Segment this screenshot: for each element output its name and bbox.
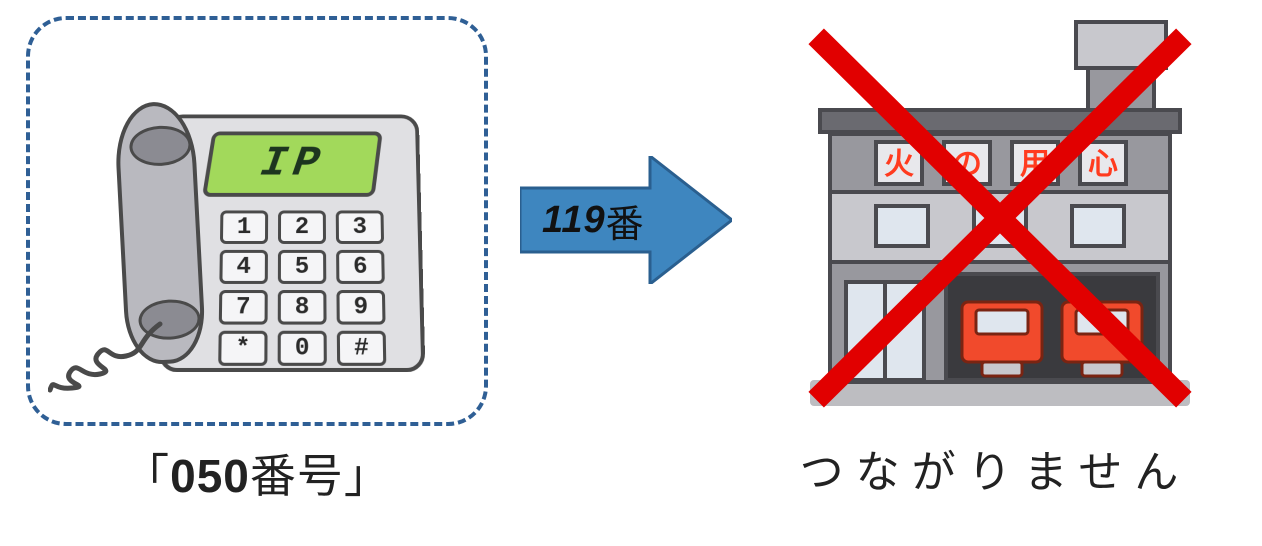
- phone-screen: IP: [202, 132, 383, 197]
- phone-key-5: 6: [336, 250, 385, 284]
- sign-char-0: 火: [884, 148, 914, 181]
- station-caption: つながりません: [760, 436, 1230, 500]
- ip-phone-box: IP 123 456 789 * 0 #: [26, 16, 488, 426]
- ip-phone-illustration: IP 123 456 789 * 0 #: [92, 70, 432, 390]
- fire-station-icon: 火 の 用 心: [790, 10, 1210, 420]
- phone-key-2: 3: [336, 210, 384, 243]
- phone-key-7: 8: [278, 290, 327, 325]
- phone-caption: 「050番号」: [26, 440, 488, 506]
- phone-screen-text: IP: [257, 140, 328, 188]
- phone-caption-bold: 050: [170, 450, 250, 502]
- fire-station: 火 の 用 心: [790, 10, 1210, 420]
- phone-caption-prefix: 「: [123, 450, 170, 502]
- phone-key-1: 2: [278, 210, 326, 243]
- phone-cord: [48, 320, 168, 394]
- phone-key-0: 1: [220, 210, 268, 243]
- phone-keypad: 123 456 789 * 0 #: [218, 210, 390, 365]
- arrow: 119番: [520, 156, 732, 284]
- infographic-stage: IP 123 456 789 * 0 # 「050番号」 119番: [0, 0, 1262, 546]
- arrow-label-bold: 119: [542, 199, 606, 242]
- sign-char-3: 心: [1088, 148, 1118, 181]
- arrow-label-rest: 番: [606, 193, 644, 248]
- phone-key-10: 0: [278, 331, 327, 366]
- phone-key-3: 4: [219, 250, 268, 284]
- sign-char-2: 用: [1020, 148, 1050, 181]
- phone-key-6: 7: [219, 290, 268, 325]
- phone-key-4: 5: [278, 250, 326, 284]
- phone-key-8: 9: [336, 290, 385, 325]
- phone-caption-rest: 番号」: [250, 450, 391, 502]
- arrow-label: 119番: [520, 156, 732, 284]
- phone-key-11: #: [337, 331, 387, 366]
- sign-char-1: の: [952, 148, 982, 181]
- phone-key-9: *: [218, 331, 267, 366]
